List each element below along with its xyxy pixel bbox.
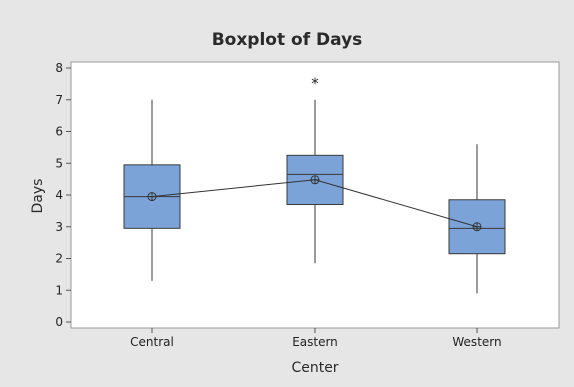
mean-symbol-eastern xyxy=(310,175,320,185)
x-axis: Central Eastern Western xyxy=(130,328,502,349)
means xyxy=(147,175,482,232)
outlier-eastern-0: * xyxy=(311,75,319,93)
y-axis: 0 1 2 3 4 5 6 7 8 xyxy=(55,61,71,329)
y-axis-label: Days xyxy=(30,179,46,214)
y-tick-label-1: 1 xyxy=(55,283,63,297)
y-tick-label-8: 8 xyxy=(55,61,63,75)
x-tick-label-central: Central xyxy=(130,335,174,349)
y-tick-label-6: 6 xyxy=(55,125,63,139)
y-tick-label-5: 5 xyxy=(55,156,63,170)
y-tick-label-2: 2 xyxy=(55,252,63,266)
y-tick-label-7: 7 xyxy=(55,93,63,107)
x-tick-label-eastern: Eastern xyxy=(292,335,338,349)
x-axis-label: Center xyxy=(291,360,338,376)
mean-symbol-western xyxy=(472,222,482,232)
x-tick-label-western: Western xyxy=(452,335,501,349)
y-tick-label-3: 3 xyxy=(55,220,63,234)
y-tick-label-0: 0 xyxy=(55,315,63,329)
mean-symbol-central xyxy=(147,192,157,202)
chart-title: Boxplot of Days xyxy=(212,30,363,50)
y-tick-label-4: 4 xyxy=(55,188,63,202)
